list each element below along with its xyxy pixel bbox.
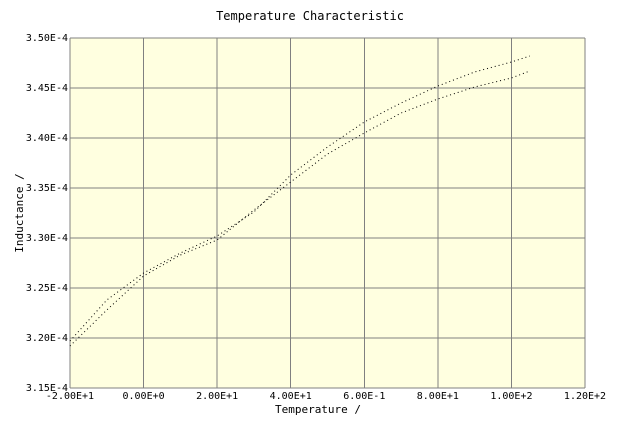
- x-axis-label: Temperature /: [275, 403, 361, 416]
- y-axis-label: Inductance /: [13, 173, 26, 252]
- y-tick-label: 3.25E-4: [26, 283, 68, 294]
- series-line-1: [69, 70, 530, 347]
- y-tick-label: 3.45E-4: [26, 83, 68, 94]
- series-line-2: [69, 55, 530, 342]
- x-tick-label: 4.00E+1: [270, 391, 312, 402]
- plot-background: [70, 38, 585, 388]
- y-tick-label: 3.20E-4: [26, 333, 68, 344]
- x-tick-label: -2.00E+1: [46, 391, 94, 402]
- y-tick-label: 3.40E-4: [26, 133, 68, 144]
- x-tick-label: 1.00E+2: [490, 391, 532, 402]
- grid: [69, 37, 586, 389]
- y-tick-label: 3.15E-4: [26, 383, 68, 394]
- x-tick-label: 2.00E+1: [196, 391, 238, 402]
- y-tick-label: 3.35E-4: [26, 183, 68, 194]
- y-tick-label: 3.50E-4: [26, 33, 68, 44]
- x-tick-label: 8.00E+1: [417, 391, 459, 402]
- series-layer: [69, 55, 530, 347]
- plot-area: [70, 38, 585, 388]
- y-axis-ticks: 3.15E-4 3.20E-4 3.25E-4 3.30E-4 3.35E-4 3.40E…: [26, 33, 68, 394]
- x-tick-label: 0.00E+0: [122, 391, 164, 402]
- y-tick-label: 3.30E-4: [26, 233, 68, 244]
- chart-title: Temperature Characteristic: [216, 9, 404, 23]
- x-axis-ticks: -2.00E+1 0.00E+0 2.00E+1 4.00E+1 6.00E-1 8.00…: [46, 391, 606, 402]
- x-tick-label: 1.20E+2: [564, 391, 606, 402]
- x-tick-label: 6.00E-1: [343, 391, 385, 402]
